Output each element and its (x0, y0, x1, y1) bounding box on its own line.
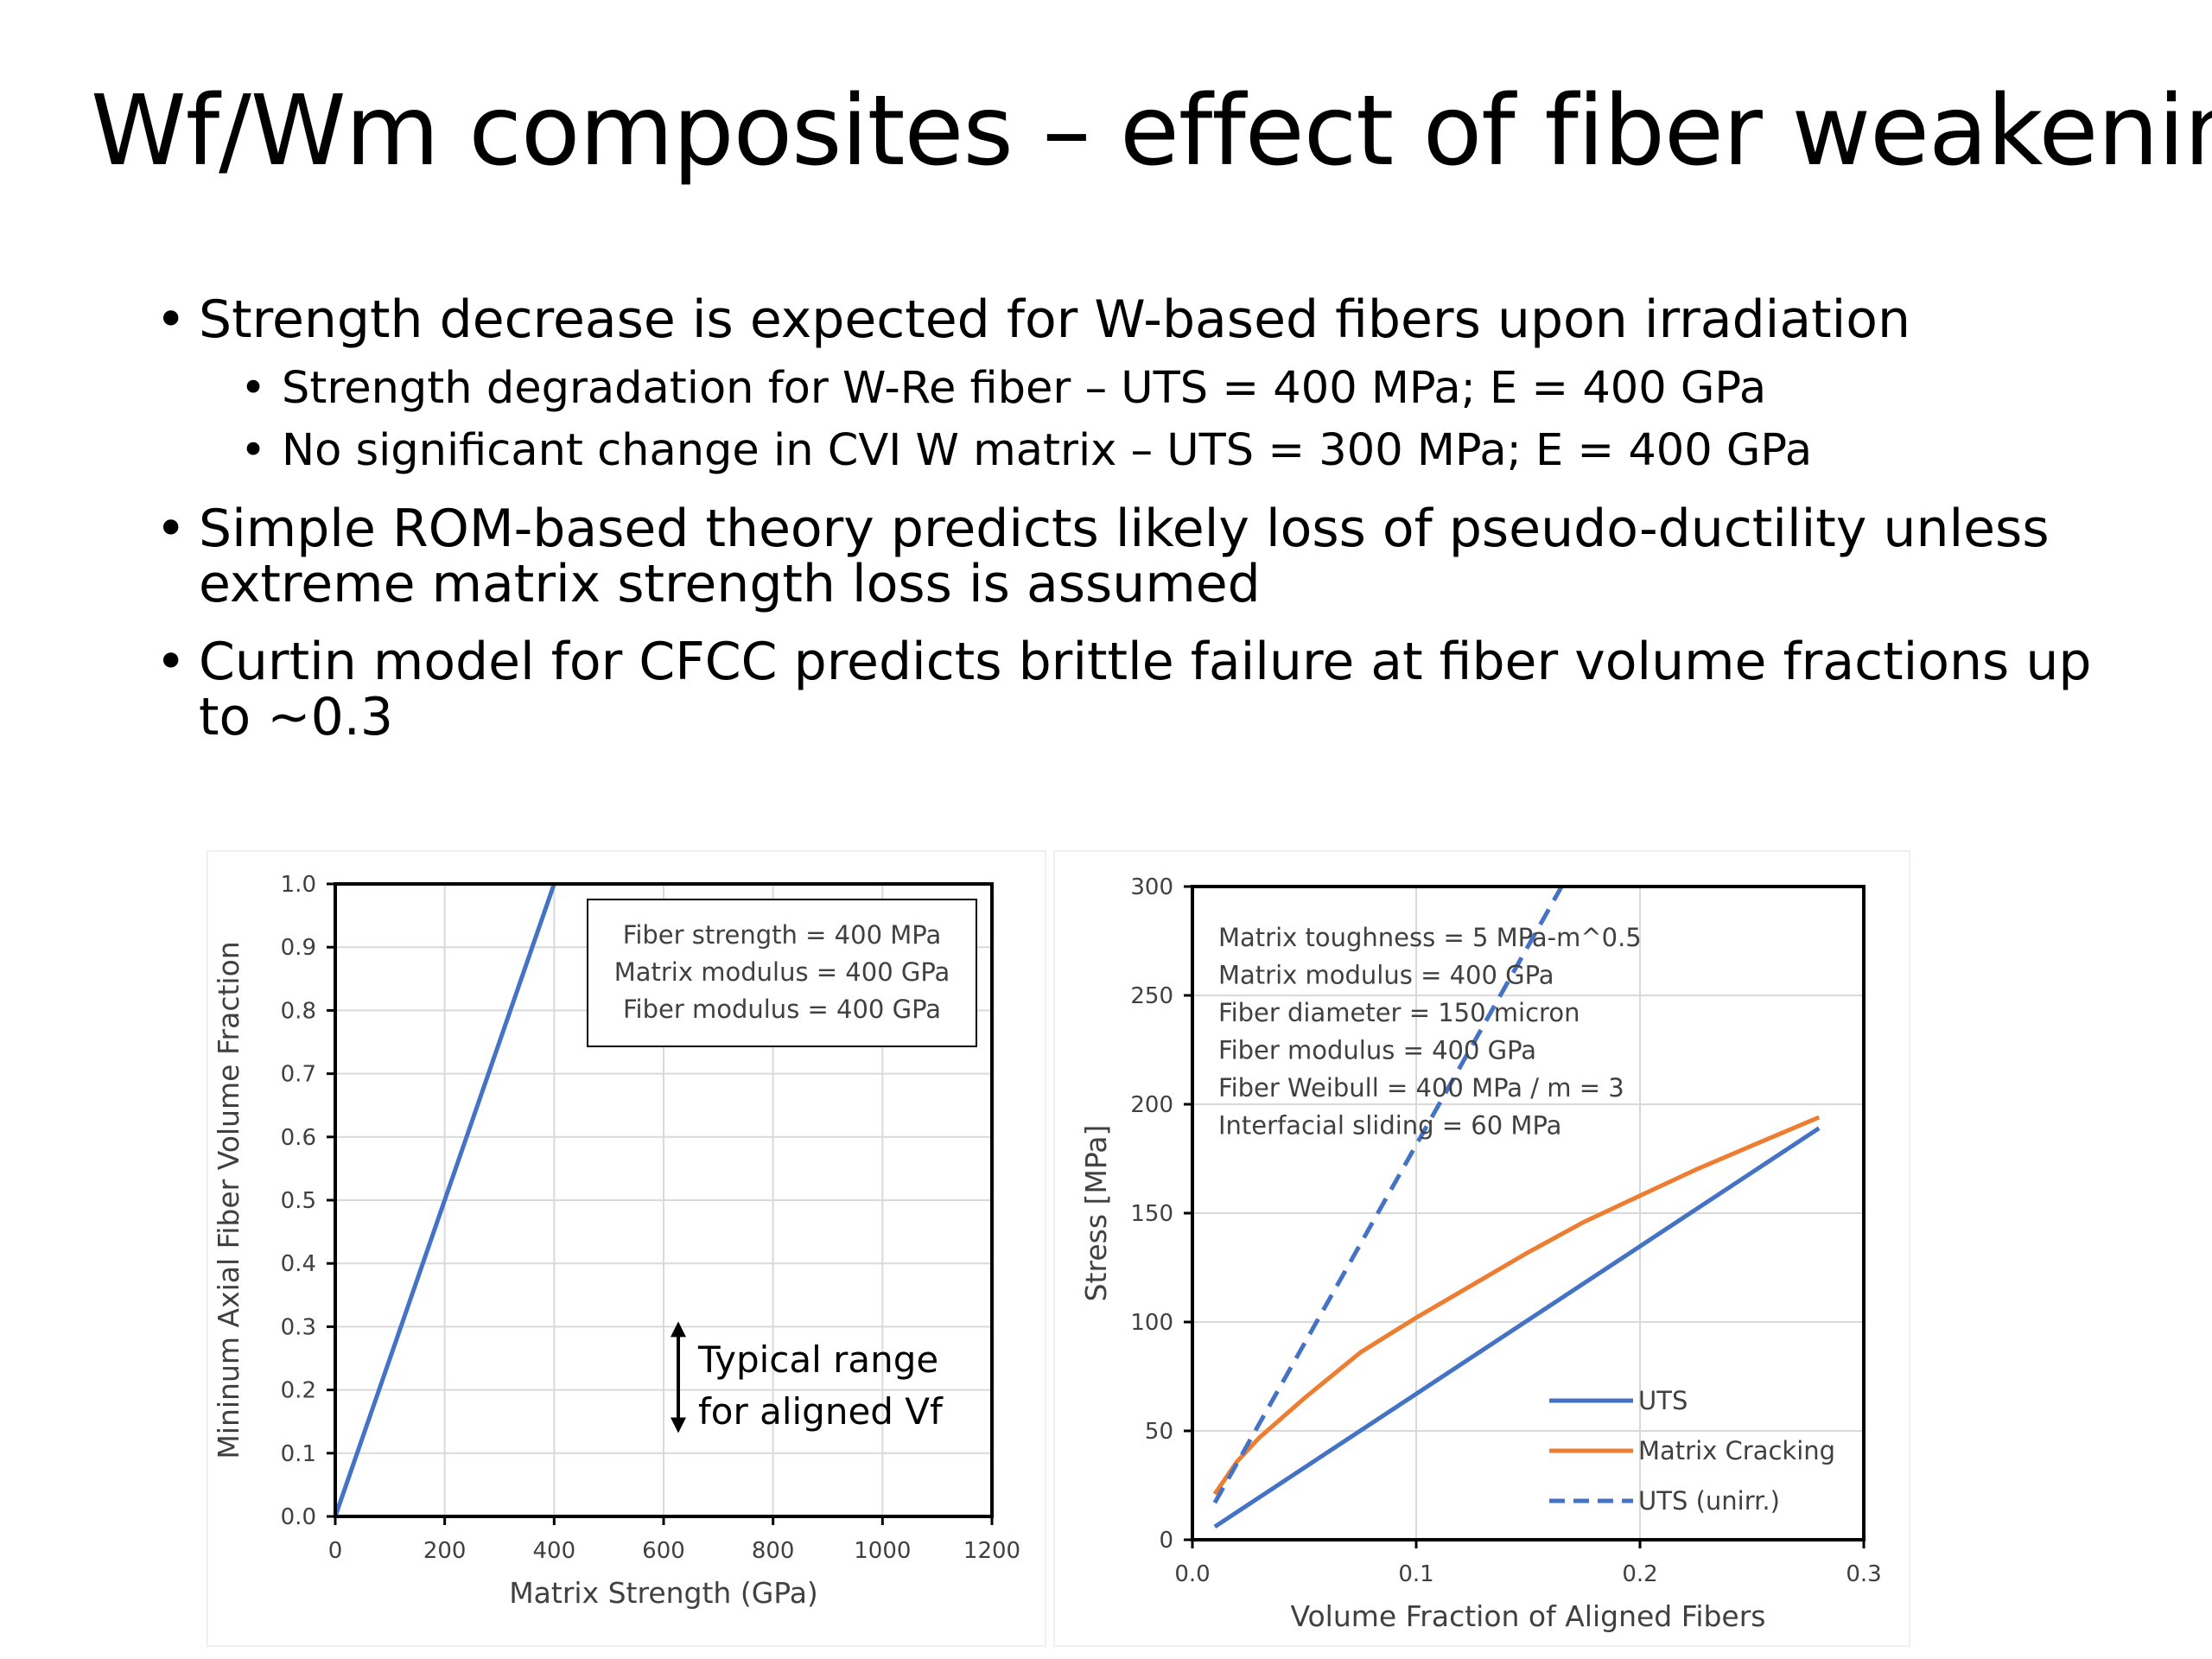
y-tick-label: 250 (1130, 983, 1173, 1009)
y-tick-label: 1.0 (281, 872, 316, 898)
x-tick-label: 200 (423, 1538, 467, 1564)
series-group (1212, 885, 1821, 1529)
y-tick-label: 0.3 (281, 1314, 316, 1340)
x-tick-label: 0.2 (1622, 1561, 1657, 1587)
range-annotation-text: for aligned Vf (698, 1390, 944, 1433)
x-tick-label: 400 (533, 1538, 576, 1564)
x-tick-label: 0.1 (1398, 1561, 1433, 1587)
y-tick-label: 0.7 (281, 1062, 316, 1088)
legend-label: UTS (1638, 1386, 1688, 1415)
y-axis-title: Mininum Axial Fiber Volume Fraction (212, 941, 245, 1459)
chart-2: 0.0 0.1 0.2 0.3 0 50 100 150 200 250 300 Volume Fra… (1053, 850, 1910, 1647)
series-line-1 (333, 883, 556, 1517)
x-tick-label: 0.3 (1846, 1561, 1881, 1587)
series-group (333, 883, 556, 1517)
series-line-uts (1213, 1126, 1821, 1529)
y-tick-label: 0.5 (281, 1188, 316, 1214)
y-tick-label: 300 (1130, 874, 1173, 900)
bullet-list: Strength decrease is expected for W-base… (156, 292, 2143, 767)
y-tick-label: 0.2 (281, 1378, 316, 1404)
range-arrow-head-down (671, 1417, 686, 1433)
y-tick-label: 0.9 (281, 935, 316, 961)
bullet-item: Simple ROM-based theory predicts likely … (156, 501, 2143, 612)
params-text-line: Fiber modulus = 400 GPa (1218, 1036, 1536, 1065)
info-box-line: Fiber strength = 400 MPa (623, 920, 941, 950)
bullet-item: Curtin model for CFCC predicts brittle f… (156, 634, 2143, 745)
y-tick-label: 50 (1145, 1419, 1173, 1445)
legend: UTS Matrix Cracking UTS (unirr.) (1549, 1386, 1835, 1516)
y-axis-title: Stress [MPa] (1079, 1125, 1113, 1302)
x-tick-label: 1000 (854, 1538, 911, 1564)
range-arrow-head-up (671, 1321, 686, 1338)
y-tick-label: 0.1 (281, 1441, 316, 1467)
x-tick-label: 0.0 (1174, 1561, 1210, 1587)
info-box (587, 899, 977, 1047)
bullet-item: Strength decrease is expected for W-base… (156, 292, 2143, 347)
sub-bullet-item: No significant change in CVI W matrix – … (240, 420, 2143, 482)
y-tick-label: 150 (1130, 1201, 1173, 1227)
legend-label: Matrix Cracking (1638, 1436, 1835, 1465)
info-box-line: Matrix modulus = 400 GPa (614, 957, 950, 987)
y-tick-label: 0.4 (281, 1251, 316, 1277)
range-annotation-text: Typical range (697, 1338, 938, 1381)
x-tick-label: 600 (642, 1538, 685, 1564)
x-tick-label: 800 (752, 1538, 795, 1564)
params-text-line: Matrix toughness = 5 MPa-m^0.5 (1218, 923, 1642, 952)
slide-title: Wf/Wm composites – effect of fiber weake… (91, 75, 2212, 188)
y-tick-label: 0.8 (281, 998, 316, 1024)
chart-area (1053, 850, 1910, 1647)
params-text-line: Interfacial sliding = 60 MPa (1218, 1111, 1561, 1141)
y-tick-label: 200 (1130, 1092, 1173, 1118)
series-line-matrix-cracking (1212, 1115, 1821, 1496)
params-text-line: Fiber Weibull = 400 MPa / m = 3 (1218, 1073, 1624, 1103)
info-box-line: Fiber modulus = 400 GPa (623, 995, 941, 1024)
y-tick-label: 100 (1130, 1310, 1173, 1336)
legend-label: UTS (unirr.) (1638, 1486, 1780, 1516)
y-tick-label: 0 (1159, 1528, 1173, 1554)
x-tick-label: 0 (328, 1538, 343, 1564)
params-text-line: Fiber diameter = 150 micron (1218, 998, 1580, 1027)
chart-1: 0 200 400 600 800 1000 1200 0.0 0.1 0.2 0.3 0.4 0.5 0… (207, 850, 1046, 1647)
series-line-uts-unirr (1212, 885, 1564, 1504)
y-tick-label: 0.6 (281, 1125, 316, 1151)
params-text-line: Matrix modulus = 400 GPa (1218, 961, 1554, 990)
y-tick-label: 0.0 (281, 1504, 316, 1530)
x-axis-title: Matrix Strength (GPa) (509, 1576, 818, 1610)
sub-bullet-item: Strength degradation for W-Re fiber – UT… (240, 358, 2143, 420)
sub-bullet-list: Strength degradation for W-Re fiber – UT… (156, 358, 2143, 482)
x-tick-label: 1200 (963, 1538, 1020, 1564)
x-axis-title: Volume Fraction of Aligned Fibers (1290, 1599, 1765, 1633)
